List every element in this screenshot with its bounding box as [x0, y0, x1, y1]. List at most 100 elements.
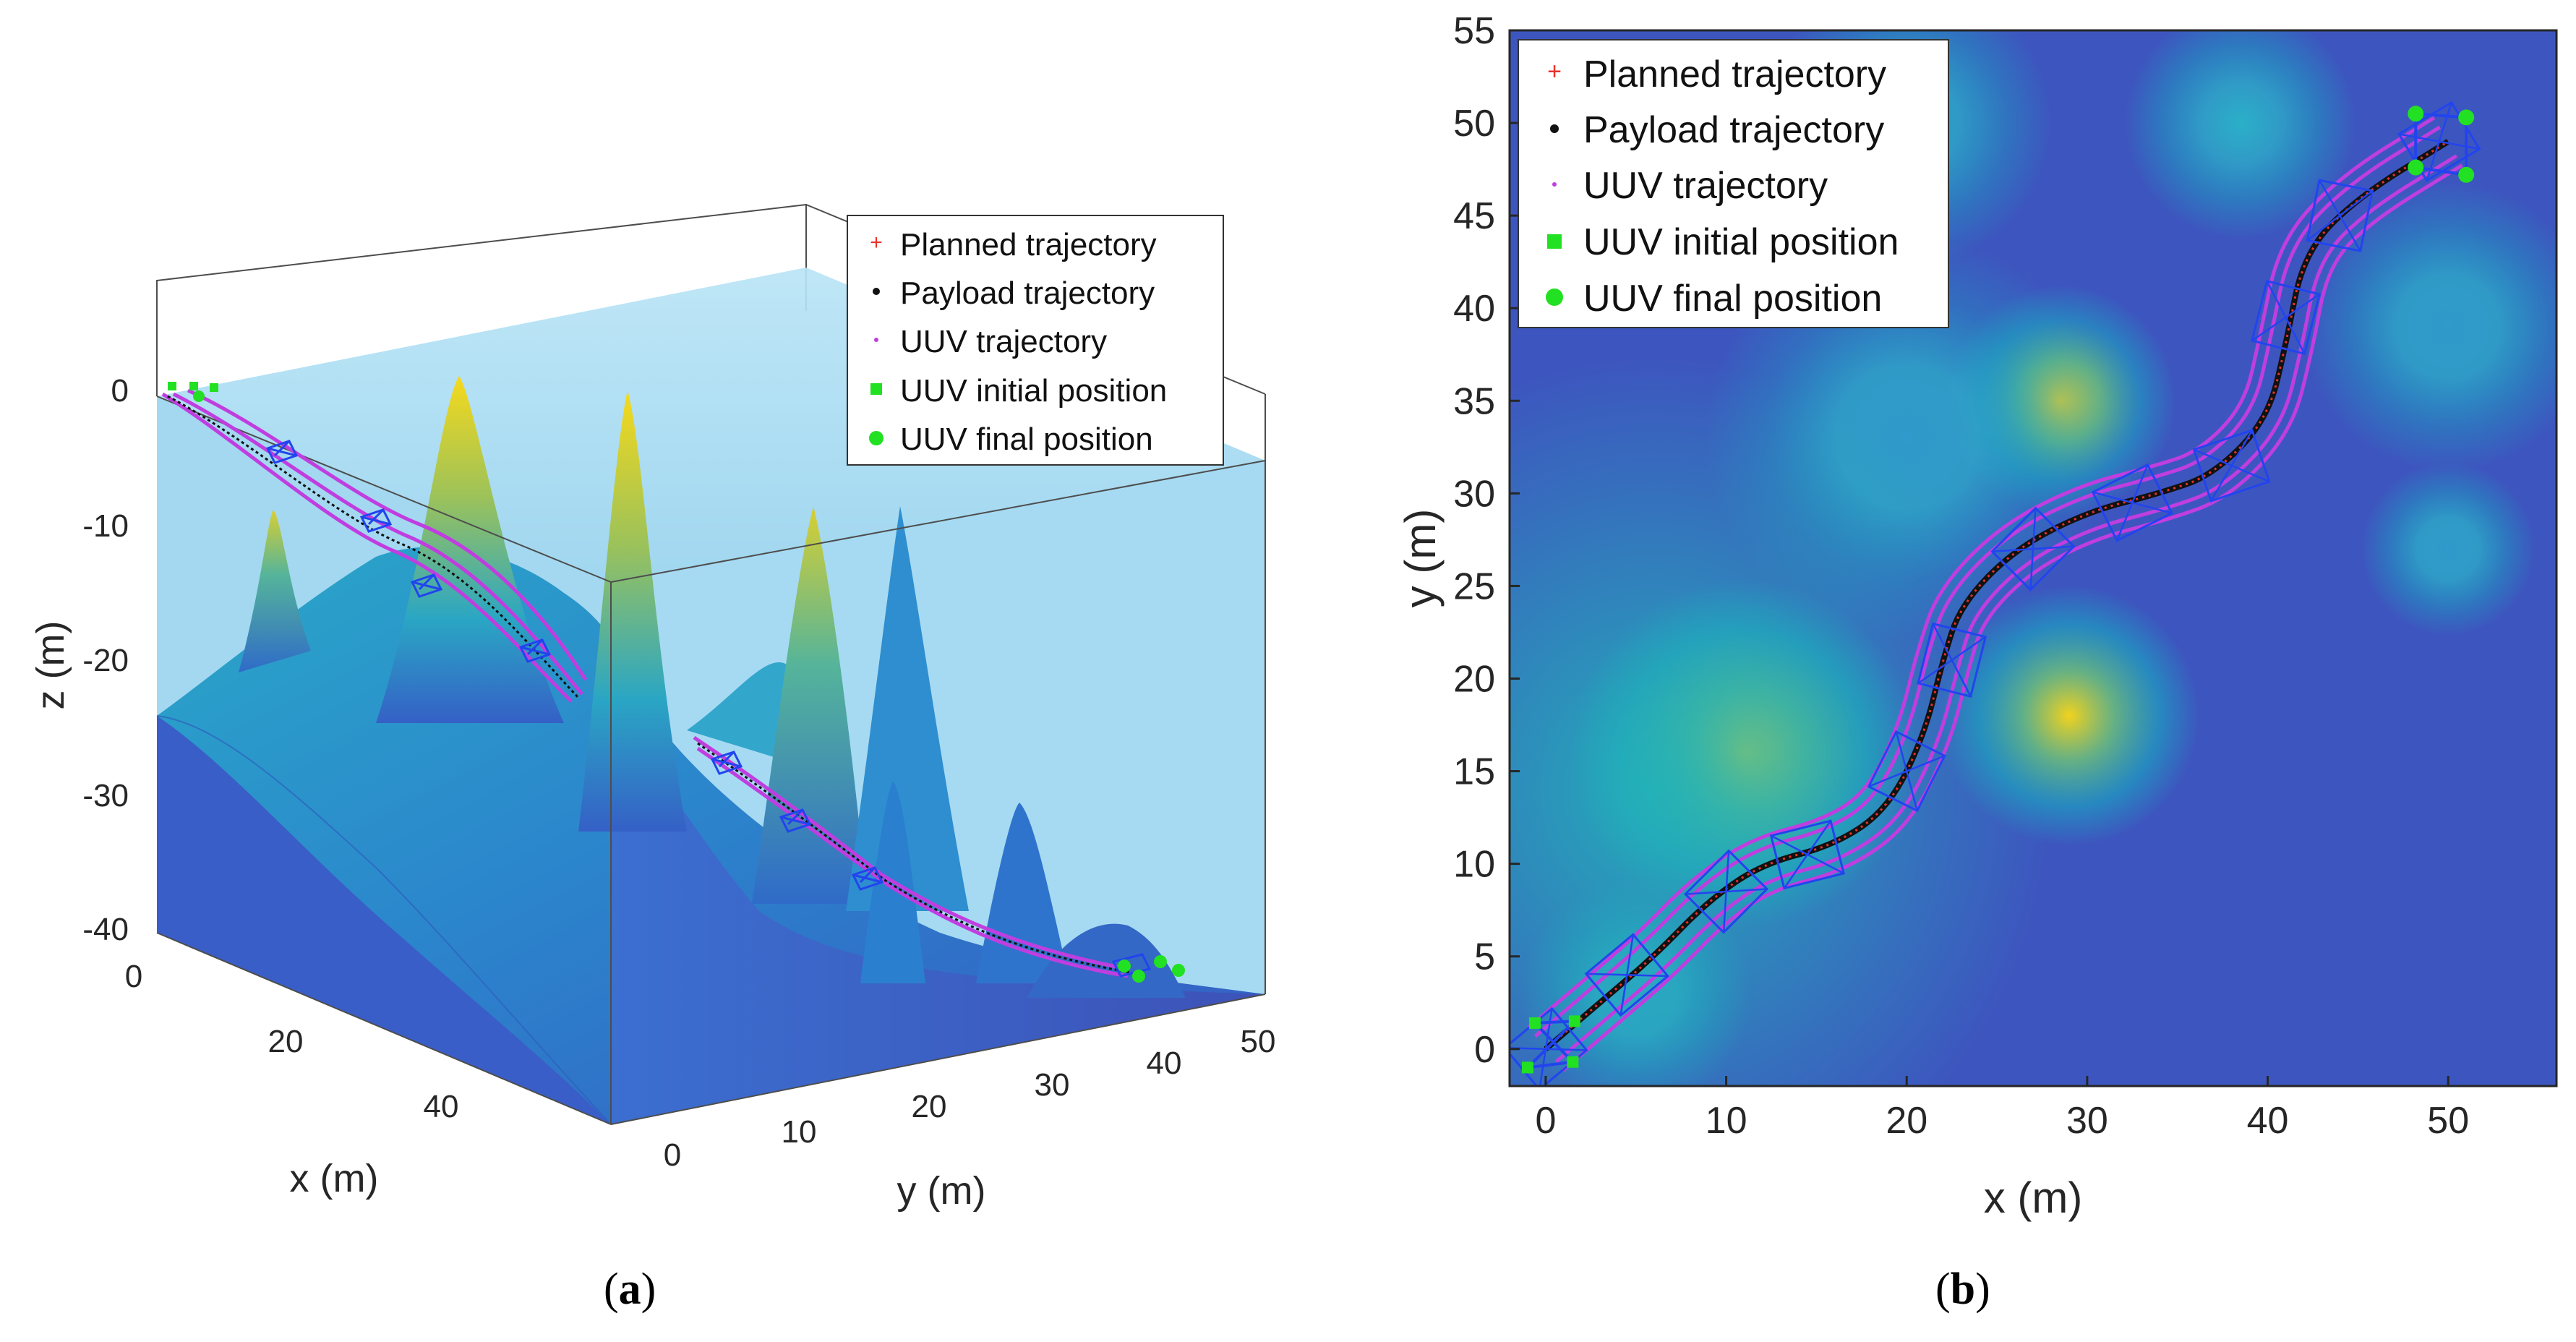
x-tick-label: 0 — [125, 959, 142, 994]
structure-frame — [2192, 429, 2271, 503]
z-tick-label: -20 — [82, 643, 129, 678]
x-tick-label-b: 30 — [2066, 1100, 2108, 1142]
trajectory-3d — [161, 382, 1185, 983]
legend-a-final: UUV final position — [900, 422, 1153, 457]
panel-label-b: (b) — [1935, 1264, 1990, 1315]
y-tick-label-b: 30 — [1453, 473, 1495, 515]
legend-b-planned: Planned trajectory — [1583, 54, 1886, 95]
y-axis: 0 10 20 30 40 50 y (m) — [664, 1024, 1276, 1213]
y-tick-label-b: 15 — [1453, 751, 1495, 793]
x-tick-label-b: 10 — [1706, 1100, 1747, 1142]
structure-frame — [1584, 933, 1669, 1017]
structure-frame — [1867, 730, 1946, 813]
uuv-initial-marker — [1521, 1061, 1533, 1074]
y-tick-label: 40 — [1147, 1046, 1182, 1081]
panel-label-a: (a) — [604, 1264, 656, 1315]
y-tick-label: 50 — [1241, 1024, 1276, 1059]
uuv-initial-marker — [1568, 1015, 1580, 1027]
panel-a-3d-plot: 0 -10 -20 -30 -40 z (m) 0 20 40 x (m) 0 … — [29, 203, 1276, 1213]
legend-a-uuv-marker — [874, 338, 878, 342]
heatmap-peak — [2125, 30, 2356, 239]
structure-frame — [2306, 179, 2374, 252]
heatmap-peak — [2361, 462, 2536, 636]
x-axis: 0 20 40 x (m) — [125, 959, 459, 1200]
legend-a: + Planned trajectory Payload trajectory … — [847, 215, 1224, 466]
y-tick-label-b: 35 — [1453, 380, 1495, 422]
x-tick-label-b: 20 — [1886, 1100, 1927, 1142]
trajectory-2d — [1510, 101, 2481, 1086]
y-tick-label-b: 0 — [1474, 1029, 1495, 1071]
structure-frame — [1990, 506, 2076, 591]
legend-b-initial-marker — [1547, 234, 1562, 249]
y-tick-label-b: 40 — [1453, 288, 1495, 330]
uuv-initial-marker — [1567, 1056, 1579, 1068]
structure-frame — [2251, 279, 2321, 356]
legend-b-uuv: UUV trajectory — [1583, 165, 1828, 207]
legend-b: + Planned trajectory Payload trajectory … — [1518, 39, 1949, 328]
legend-a-initial: UUV initial position — [900, 373, 1167, 409]
x-tick-label: 40 — [424, 1089, 459, 1124]
panel-label-b-letter: b — [1950, 1265, 1976, 1314]
structure-frame — [1917, 622, 1987, 698]
y-tick-label-b: 5 — [1474, 936, 1495, 978]
legend-a-payload-marker — [873, 288, 880, 295]
y-axis-label: y (m) — [897, 1169, 986, 1213]
y-tick-label-b: 10 — [1453, 844, 1495, 886]
structure-frame — [2091, 463, 2174, 542]
legend-b-planned-marker: + — [1547, 58, 1562, 85]
uuv-final-marker — [2408, 159, 2424, 176]
heatmap-peaks — [1510, 30, 2556, 1086]
legend-b-payload-marker — [1550, 124, 1559, 133]
plot-frame — [1508, 29, 2558, 1087]
y-tick-label: 0 — [664, 1137, 681, 1173]
legend-b-final: UUV final position — [1583, 278, 1882, 320]
y-axis-label-b: y (m) — [1396, 509, 1445, 608]
z-tick-label: -30 — [82, 778, 129, 813]
panel-label-a-open: ( — [604, 1265, 619, 1314]
legend-b-initial: UUV initial position — [1583, 221, 1899, 263]
x-tick-label-b: 50 — [2427, 1100, 2469, 1142]
panel-label-b-close: ) — [1975, 1265, 1990, 1314]
y-tick-label: 20 — [912, 1089, 947, 1124]
legend-b-uuv-marker — [1552, 182, 1557, 187]
x-tick-label-b: 0 — [1535, 1100, 1556, 1142]
y-tick-label: 30 — [1035, 1067, 1070, 1103]
uuv-trajectory-line — [1562, 163, 2463, 1072]
z-tick-label: 0 — [111, 373, 129, 409]
x-axis-label-b: x (m) — [1984, 1174, 2083, 1222]
legend-a-initial-marker — [870, 383, 882, 395]
legend-a-planned-marker: + — [870, 231, 883, 255]
legend-a-payload: Payload trajectory — [900, 275, 1155, 311]
uuv-final-marker — [2458, 109, 2475, 126]
axes-box-front — [156, 396, 1266, 1125]
x-tick-label-b: 40 — [2247, 1100, 2289, 1142]
x-axis-label: x (m) — [290, 1157, 379, 1200]
y-tick-label-b: 45 — [1453, 195, 1495, 237]
y-tick-label-b: 50 — [1453, 103, 1495, 145]
terrain-surface — [156, 376, 1265, 1125]
heatmap-peak — [2303, 182, 2556, 471]
z-axis: 0 -10 -20 -30 -40 z (m) — [29, 373, 129, 947]
structure-frame — [1769, 819, 1846, 890]
y-tick-label-b: 20 — [1453, 658, 1495, 700]
uuv-final-marker — [2458, 166, 2475, 183]
legend-a-uuv: UUV trajectory — [900, 324, 1107, 359]
legend-b-final-marker — [1546, 289, 1563, 306]
structure-frame — [1683, 849, 1769, 934]
uuv-initial-marker — [1528, 1017, 1541, 1029]
planned-trajectory-line — [1544, 140, 2449, 1050]
uuv-final-marker — [2408, 106, 2424, 122]
x-tick-label: 20 — [268, 1024, 304, 1059]
uuv-trajectory-line — [1554, 154, 2458, 1064]
z-tick-label: -40 — [82, 912, 129, 947]
axes-b-ticks: 0 10 20 30 40 50 0 5 10 15 20 25 30 35 40 45 50 55 — [1453, 10, 2469, 1142]
legend-a-final-marker — [869, 431, 883, 445]
y-tick-label: 10 — [782, 1114, 817, 1150]
legend-a-planned: Planned trajectory — [900, 227, 1157, 262]
panel-label-a-letter: a — [618, 1265, 641, 1314]
z-axis-label: z (m) — [29, 621, 72, 710]
panel-label-b-open: ( — [1935, 1265, 1951, 1314]
legend-b-payload: Payload trajectory — [1583, 109, 1884, 151]
